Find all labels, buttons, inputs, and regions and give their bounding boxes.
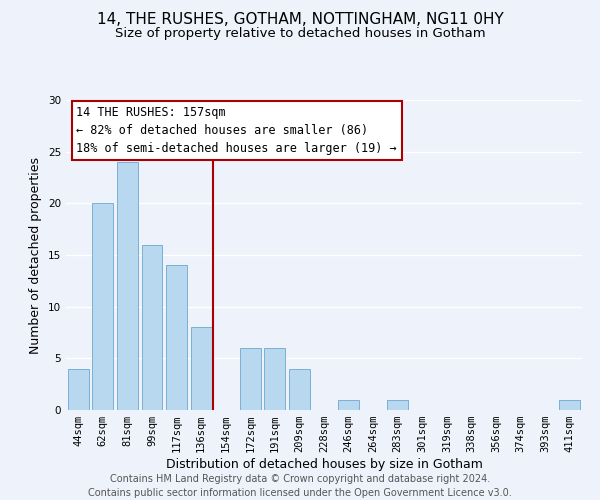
- Bar: [265, 348, 286, 410]
- Bar: [68, 368, 89, 410]
- Bar: [117, 162, 138, 410]
- Bar: [191, 328, 212, 410]
- Text: Size of property relative to detached houses in Gotham: Size of property relative to detached ho…: [115, 28, 485, 40]
- Text: Contains HM Land Registry data © Crown copyright and database right 2024.
Contai: Contains HM Land Registry data © Crown c…: [88, 474, 512, 498]
- Bar: [289, 368, 310, 410]
- Bar: [166, 266, 187, 410]
- Text: 14 THE RUSHES: 157sqm
← 82% of detached houses are smaller (86)
18% of semi-deta: 14 THE RUSHES: 157sqm ← 82% of detached …: [76, 106, 397, 155]
- Text: 14, THE RUSHES, GOTHAM, NOTTINGHAM, NG11 0HY: 14, THE RUSHES, GOTHAM, NOTTINGHAM, NG11…: [97, 12, 503, 28]
- Bar: [387, 400, 408, 410]
- Bar: [240, 348, 261, 410]
- Bar: [338, 400, 359, 410]
- Bar: [92, 204, 113, 410]
- Y-axis label: Number of detached properties: Number of detached properties: [29, 156, 43, 354]
- Bar: [142, 244, 163, 410]
- X-axis label: Distribution of detached houses by size in Gotham: Distribution of detached houses by size …: [166, 458, 482, 471]
- Bar: [559, 400, 580, 410]
